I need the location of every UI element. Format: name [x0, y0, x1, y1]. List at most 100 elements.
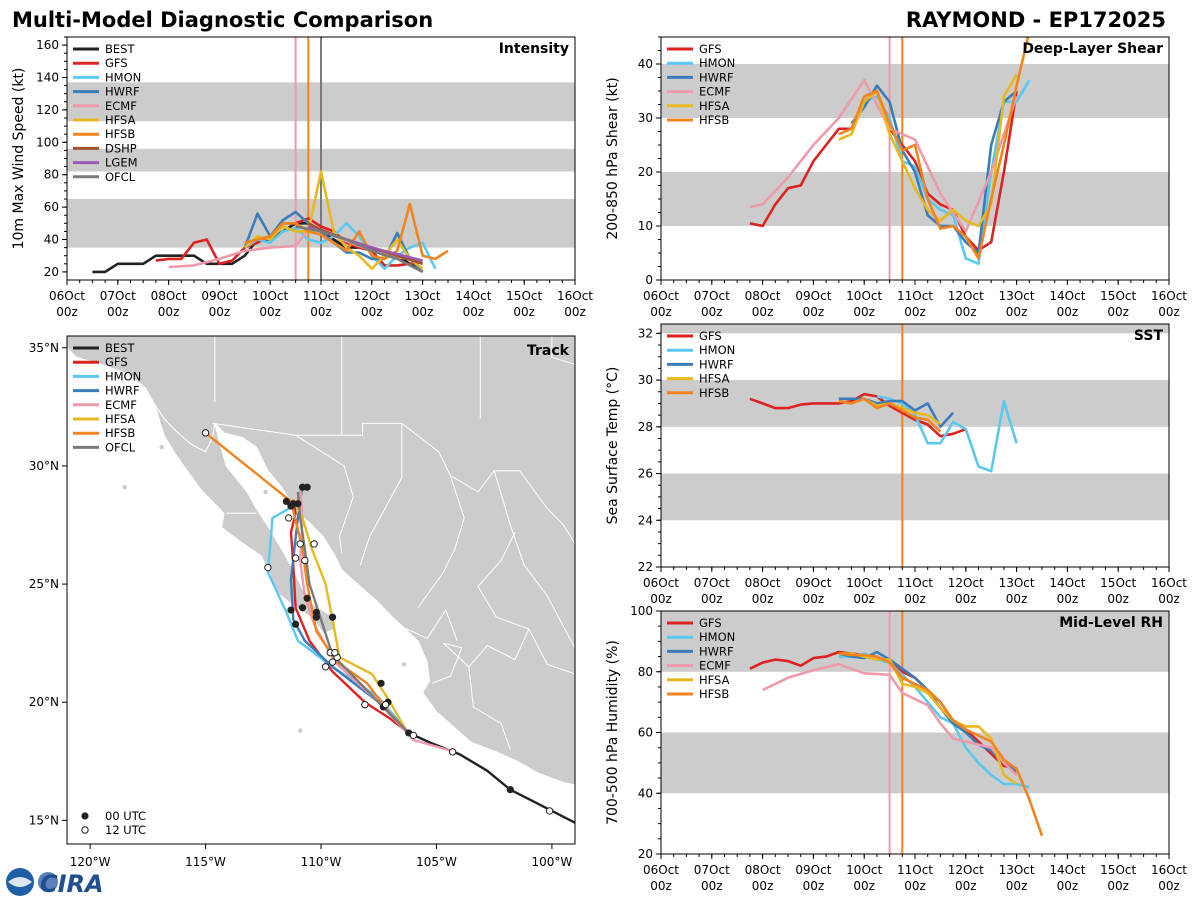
legend-label-hwrf: HWRF: [699, 357, 734, 371]
x-tick-sublabel: 00z: [158, 305, 180, 319]
best-12utc-marker: [301, 556, 309, 565]
x-tick-label: 14Oct: [1049, 289, 1085, 303]
legend-label-hfsa: HFSA: [699, 372, 730, 386]
map-group: [67, 336, 575, 824]
y-axis-label: 200-850 hPa Shear (kt): [605, 77, 621, 239]
track-line-ofcl: [296, 491, 410, 734]
best-12utc-marker: [296, 540, 304, 548]
x-tick-sublabel: 00z: [1107, 305, 1129, 319]
y-tick-label: 15°N: [29, 813, 59, 827]
y-tick-label: 32: [638, 326, 653, 340]
y-tick-label: 25°N: [29, 577, 59, 591]
x-tick-label: 16Oct: [1151, 863, 1187, 877]
legend-label-gfs: GFS: [105, 56, 128, 70]
x-tick-sublabel: 00z: [701, 879, 723, 893]
state-border: [295, 434, 354, 554]
x-tick-label: 12Oct: [354, 289, 390, 303]
x-tick-sublabel: 00z: [701, 592, 723, 606]
cira-logo: CIRA: [6, 868, 104, 898]
x-tick-sublabel: 00z: [1006, 592, 1028, 606]
legend-label-hfsb: HFSB: [699, 113, 729, 127]
legend-label-hmon: HMON: [105, 70, 141, 84]
x-tick-label: 06Oct: [643, 863, 679, 877]
legend-label-hfsb: HFSB: [105, 127, 135, 141]
y-tick-label: 20°N: [29, 695, 59, 709]
panel-sst: 22 24 26 28 30 32 06Oct 00z 07Oct 00z 08Oct 00z 09Oc…: [605, 323, 1187, 606]
best-12utc-marker: [264, 563, 272, 572]
x-tick-sublabel: 00z: [904, 305, 926, 319]
y-tick-label: 30: [638, 373, 653, 387]
x-tick-label: 07Oct: [694, 576, 730, 590]
y-tick-label: 40: [44, 233, 59, 247]
track-line-hmon: [266, 505, 410, 734]
series-group: [92, 170, 449, 274]
legend-label-ofcl: OFCL: [105, 440, 136, 454]
series-line-hwrf: [838, 397, 955, 429]
best-12utc-marker: [381, 700, 390, 709]
best-00utc-marker: [303, 483, 311, 491]
legend-label-hmon: HMON: [699, 343, 735, 357]
marker-legend-solid: [81, 812, 89, 820]
x-tick-label: 09Oct: [795, 863, 831, 877]
y-tick-label: 80: [638, 665, 653, 679]
track-line-hfsa: [292, 498, 410, 736]
category-band: [661, 64, 1169, 118]
x-tick-label: 110°W: [301, 855, 342, 869]
x-tick-label: 06Oct: [643, 576, 679, 590]
x-tick-sublabel: 00z: [1006, 879, 1028, 893]
panel-track: 120°W 115°W 110°W 105°W 100°W 15°N 20°N 25°N 30°…: [29, 335, 576, 869]
series-group: [749, 37, 1031, 266]
series-line-hfsb: [838, 652, 1044, 837]
series-group: [749, 650, 1044, 837]
legend-label-best: BEST: [105, 42, 135, 56]
x-tick-sublabel: 00z: [310, 305, 332, 319]
legend-label-hfsa: HFSA: [105, 113, 136, 127]
series-line-hfsb: [244, 202, 449, 261]
x-tick-sublabel: 00z: [955, 879, 977, 893]
x-tick-label: 10Oct: [252, 289, 288, 303]
x-tick-sublabel: 00z: [650, 592, 672, 606]
state-border: [431, 642, 463, 684]
y-tick-label: 10: [638, 219, 653, 233]
series-line-hfsa: [838, 74, 1018, 228]
x-tick-label: 12Oct: [948, 576, 984, 590]
x-tick-sublabel: 00z: [1057, 879, 1079, 893]
legend-label-hwrf: HWRF: [699, 70, 734, 84]
best-00utc-marker: [377, 679, 385, 687]
y-tick-label: 35°N: [29, 341, 59, 355]
x-tick-sublabel: 00z: [513, 305, 535, 319]
island: [159, 444, 164, 450]
best-12utc-marker: [321, 663, 330, 671]
island: [401, 662, 407, 667]
track-line-gfs: [289, 498, 410, 734]
x-tick-label: 11Oct: [897, 576, 933, 590]
track-line-best: [408, 731, 575, 824]
x-tick-sublabel: 00z: [259, 305, 281, 319]
x-tick-sublabel: 00z: [904, 879, 926, 893]
best-12utc-marker: [361, 700, 369, 709]
cira-logo-text: CIRA: [40, 870, 104, 898]
y-tick-label: 60: [638, 726, 653, 740]
legend-label-hwrf: HWRF: [105, 384, 140, 398]
best-12utc-marker: [201, 429, 210, 437]
x-tick-label: 11Oct: [897, 289, 933, 303]
best-00utc-marker: [312, 613, 320, 621]
best-00utc-marker: [298, 604, 307, 612]
legend-label-ecmf: ECMF: [105, 99, 137, 113]
best-00utc-marker: [292, 620, 300, 628]
x-tick-label: 120°W: [70, 855, 111, 869]
x-tick-sublabel: 00z: [1158, 305, 1180, 319]
panel-shear: 0 10 20 30 40 06Oct 00z 07Oct 00z 08Oct 00z 09Oct 00…: [605, 36, 1187, 319]
y-axis-label: 700-500 hPa Humidity (%): [605, 640, 621, 825]
category-band: [661, 611, 1169, 672]
x-tick-label: 13Oct: [999, 289, 1035, 303]
x-tick-sublabel: 00z: [1107, 592, 1129, 606]
legend-label-hmon: HMON: [699, 56, 735, 70]
category-band: [661, 732, 1169, 794]
best-12utc-marker: [284, 514, 293, 522]
x-tick-label: 105°W: [416, 855, 457, 869]
x-tick-label: 16Oct: [1151, 576, 1187, 590]
